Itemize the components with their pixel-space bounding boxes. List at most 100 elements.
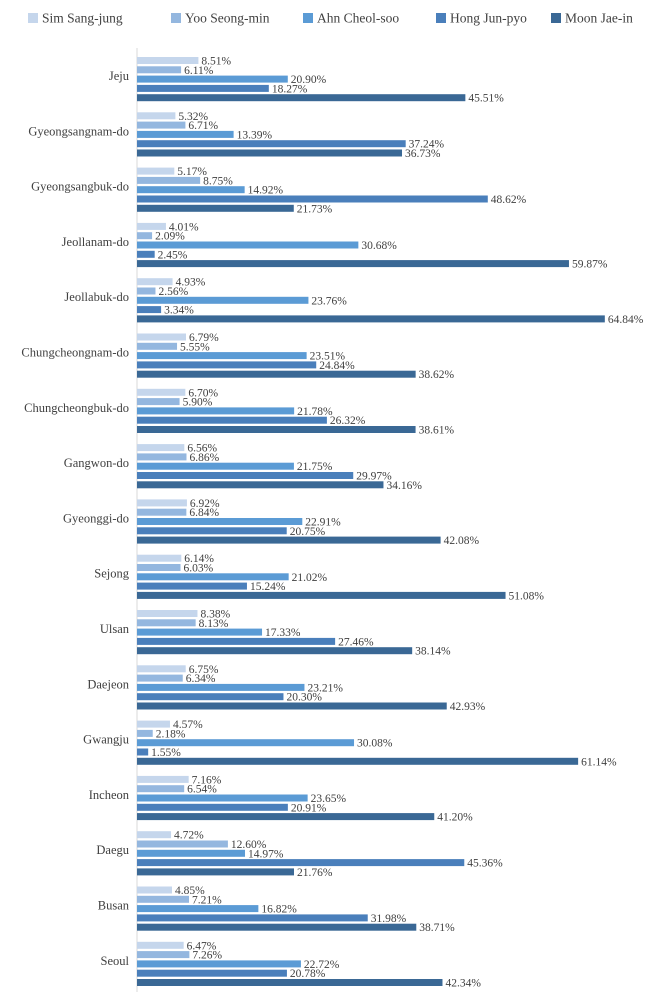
bar-gyeonggi-do-hong-jun-pyo — [137, 527, 287, 535]
bar-chungcheongbuk-do-yoo-seong-min — [137, 398, 180, 406]
bar-gyeonggi-do-sim-sang-jung — [137, 499, 187, 507]
bar-ulsan-yoo-seong-min — [137, 619, 196, 627]
bar-incheon-ahn-cheol-soo — [137, 794, 308, 802]
data-label-jeollanam-do-ahn-cheol-soo: 30.68% — [361, 240, 397, 252]
bar-incheon-moon-jae-in — [137, 813, 435, 821]
bar-daegu-moon-jae-in — [137, 868, 294, 876]
category-label-ulsan: Ulsan — [100, 622, 130, 636]
bars-group — [137, 57, 605, 986]
category-label-jeollanam-do: Jeollanam-do — [62, 235, 129, 249]
bar-chungcheongbuk-do-ahn-cheol-soo — [137, 407, 295, 415]
data-label-seoul-moon-jae-in: 42.34% — [445, 978, 481, 990]
legend-swatch-sim-sang-jung — [28, 13, 38, 23]
bar-ulsan-moon-jae-in — [137, 647, 413, 655]
data-label-gyeongsangbuk-do-sim-sang-jung: 5.17% — [177, 166, 207, 178]
bar-daegu-sim-sang-jung — [137, 831, 172, 839]
bar-daegu-yoo-seong-min — [137, 840, 228, 848]
data-label-gyeonggi-do-yoo-seong-min: 6.84% — [189, 507, 219, 519]
chart-legend: Sim Sang-jung Yoo Seong-min Ahn Cheol-soo H… — [28, 11, 633, 26]
data-label-daejeon-yoo-seong-min: 6.34% — [186, 673, 216, 685]
data-label-ulsan-hong-jun-pyo: 27.46% — [338, 636, 374, 648]
legend-label-sim-sang-jung: Sim Sang-jung — [42, 11, 123, 26]
data-label-chungcheongnam-do-ahn-cheol-soo: 23.51% — [310, 351, 346, 363]
bar-chungcheongbuk-do-moon-jae-in — [137, 426, 416, 433]
data-label-gyeongsangnam-do-ahn-cheol-soo: 13.39% — [237, 129, 273, 141]
data-label-busan-ahn-cheol-soo: 16.82% — [261, 904, 297, 916]
category-label-incheon: Incheon — [89, 788, 130, 802]
data-label-sejong-yoo-seong-min: 6.03% — [184, 563, 214, 575]
data-label-jeollanam-do-moon-jae-in: 59.87% — [572, 259, 608, 271]
bar-jeju-sim-sang-jung — [137, 57, 199, 64]
bar-gyeongsangbuk-do-hong-jun-pyo — [137, 195, 488, 203]
data-label-daejeon-hong-jun-pyo: 20.30% — [286, 692, 322, 704]
data-label-gwangju-ahn-cheol-soo: 30.08% — [357, 738, 393, 750]
data-label-daegu-sim-sang-jung: 4.72% — [174, 830, 204, 842]
legend-label-moon-jae-in: Moon Jae-in — [565, 11, 633, 26]
bar-gwangju-ahn-cheol-soo — [137, 739, 355, 747]
bar-gyeongsangnam-do-yoo-seong-min — [137, 121, 186, 129]
legend-label-yoo-seong-min: Yoo Seong-min — [185, 11, 270, 26]
bar-chungcheongnam-do-yoo-seong-min — [137, 342, 178, 350]
data-label-gyeonggi-do-ahn-cheol-soo: 22.91% — [305, 517, 341, 529]
bar-gangwon-do-moon-jae-in — [137, 481, 384, 489]
data-label-sejong-sim-sang-jung: 6.14% — [184, 553, 214, 565]
data-label-busan-sim-sang-jung: 4.85% — [175, 885, 205, 897]
bar-gyeongsangnam-do-sim-sang-jung — [137, 112, 176, 120]
data-label-gyeongsangnam-do-sim-sang-jung: 5.32% — [178, 111, 208, 123]
data-label-gyeonggi-do-moon-jae-in: 42.08% — [444, 535, 480, 547]
bar-sejong-yoo-seong-min — [137, 564, 181, 571]
bar-gyeongsangbuk-do-yoo-seong-min — [137, 176, 201, 184]
data-label-gwangju-moon-jae-in: 61.14% — [581, 756, 617, 768]
data-labels-group: 8.51%6.11% 20.90%18.27% 45.51% 5.32%6.71% 13… — [151, 56, 644, 990]
category-label-gyeongsangnam-do: Gyeongsangnam-do — [28, 124, 129, 138]
data-label-daejeon-sim-sang-jung: 6.75% — [189, 664, 219, 676]
bar-gangwon-do-ahn-cheol-soo — [137, 462, 294, 470]
data-label-chungcheongbuk-do-moon-jae-in: 38.61% — [419, 425, 455, 437]
data-label-busan-hong-jun-pyo: 31.98% — [371, 913, 407, 925]
bar-jeollanam-do-moon-jae-in — [137, 260, 569, 268]
data-label-chungcheongnam-do-moon-jae-in: 38.62% — [419, 369, 455, 381]
data-label-seoul-hong-jun-pyo: 20.78% — [290, 968, 326, 980]
bar-gyeongsangbuk-do-ahn-cheol-soo — [137, 186, 245, 194]
data-label-chungcheongbuk-do-ahn-cheol-soo: 21.78% — [297, 406, 333, 418]
data-label-incheon-hong-jun-pyo: 20.91% — [291, 802, 327, 814]
bar-seoul-yoo-seong-min — [137, 951, 190, 959]
category-label-daejeon: Daejeon — [87, 677, 129, 691]
data-label-gyeonggi-do-hong-jun-pyo: 20.75% — [290, 526, 326, 538]
data-label-gyeongsangbuk-do-ahn-cheol-soo: 14.92% — [248, 185, 284, 197]
bar-daejeon-moon-jae-in — [137, 702, 447, 710]
data-label-jeollanam-do-sim-sang-jung: 4.01% — [169, 221, 199, 233]
data-label-sejong-hong-jun-pyo: 15.24% — [250, 581, 286, 593]
bar-gwangju-hong-jun-pyo — [137, 748, 149, 756]
bar-chungcheongnam-do-sim-sang-jung — [137, 333, 186, 341]
category-label-chungcheongbuk-do: Chungcheongbuk-do — [24, 401, 129, 415]
data-label-gangwon-do-sim-sang-jung: 6.56% — [187, 443, 217, 455]
bar-ulsan-sim-sang-jung — [137, 610, 198, 617]
category-label-daegu: Daegu — [96, 843, 129, 857]
data-label-daegu-hong-jun-pyo: 45.36% — [467, 858, 503, 870]
data-label-seoul-yoo-seong-min: 7.26% — [192, 950, 222, 962]
data-label-ulsan-yoo-seong-min: 8.13% — [199, 618, 229, 630]
bar-busan-hong-jun-pyo — [137, 914, 368, 922]
data-label-chungcheongbuk-do-sim-sang-jung: 6.70% — [188, 387, 218, 399]
bar-jeollabuk-do-ahn-cheol-soo — [137, 296, 309, 304]
data-label-chungcheongnam-do-yoo-seong-min: 5.55% — [180, 341, 210, 353]
data-label-incheon-moon-jae-in: 41.20% — [437, 812, 473, 824]
legend-swatch-ahn-cheol-soo — [303, 13, 313, 23]
bar-daejeon-hong-jun-pyo — [137, 693, 284, 701]
data-label-ulsan-ahn-cheol-soo: 17.33% — [265, 627, 301, 639]
data-label-jeollabuk-do-hong-jun-pyo: 3.34% — [164, 305, 194, 317]
bar-chungcheongnam-do-moon-jae-in — [137, 370, 416, 378]
legend-swatch-hong-jun-pyo — [436, 13, 446, 23]
category-label-gangwon-do: Gangwon-do — [64, 456, 129, 470]
bar-gwangju-moon-jae-in — [137, 757, 579, 765]
bar-jeollabuk-do-moon-jae-in — [137, 315, 605, 323]
bar-busan-ahn-cheol-soo — [137, 905, 259, 913]
data-label-jeju-hong-jun-pyo: 18.27% — [272, 83, 308, 95]
bar-busan-moon-jae-in — [137, 923, 417, 931]
data-label-gangwon-do-ahn-cheol-soo: 21.75% — [297, 461, 333, 473]
data-label-seoul-ahn-cheol-soo: 22.72% — [304, 959, 340, 971]
bar-incheon-yoo-seong-min — [137, 785, 185, 793]
bar-gyeongsangnam-do-moon-jae-in — [137, 149, 403, 157]
